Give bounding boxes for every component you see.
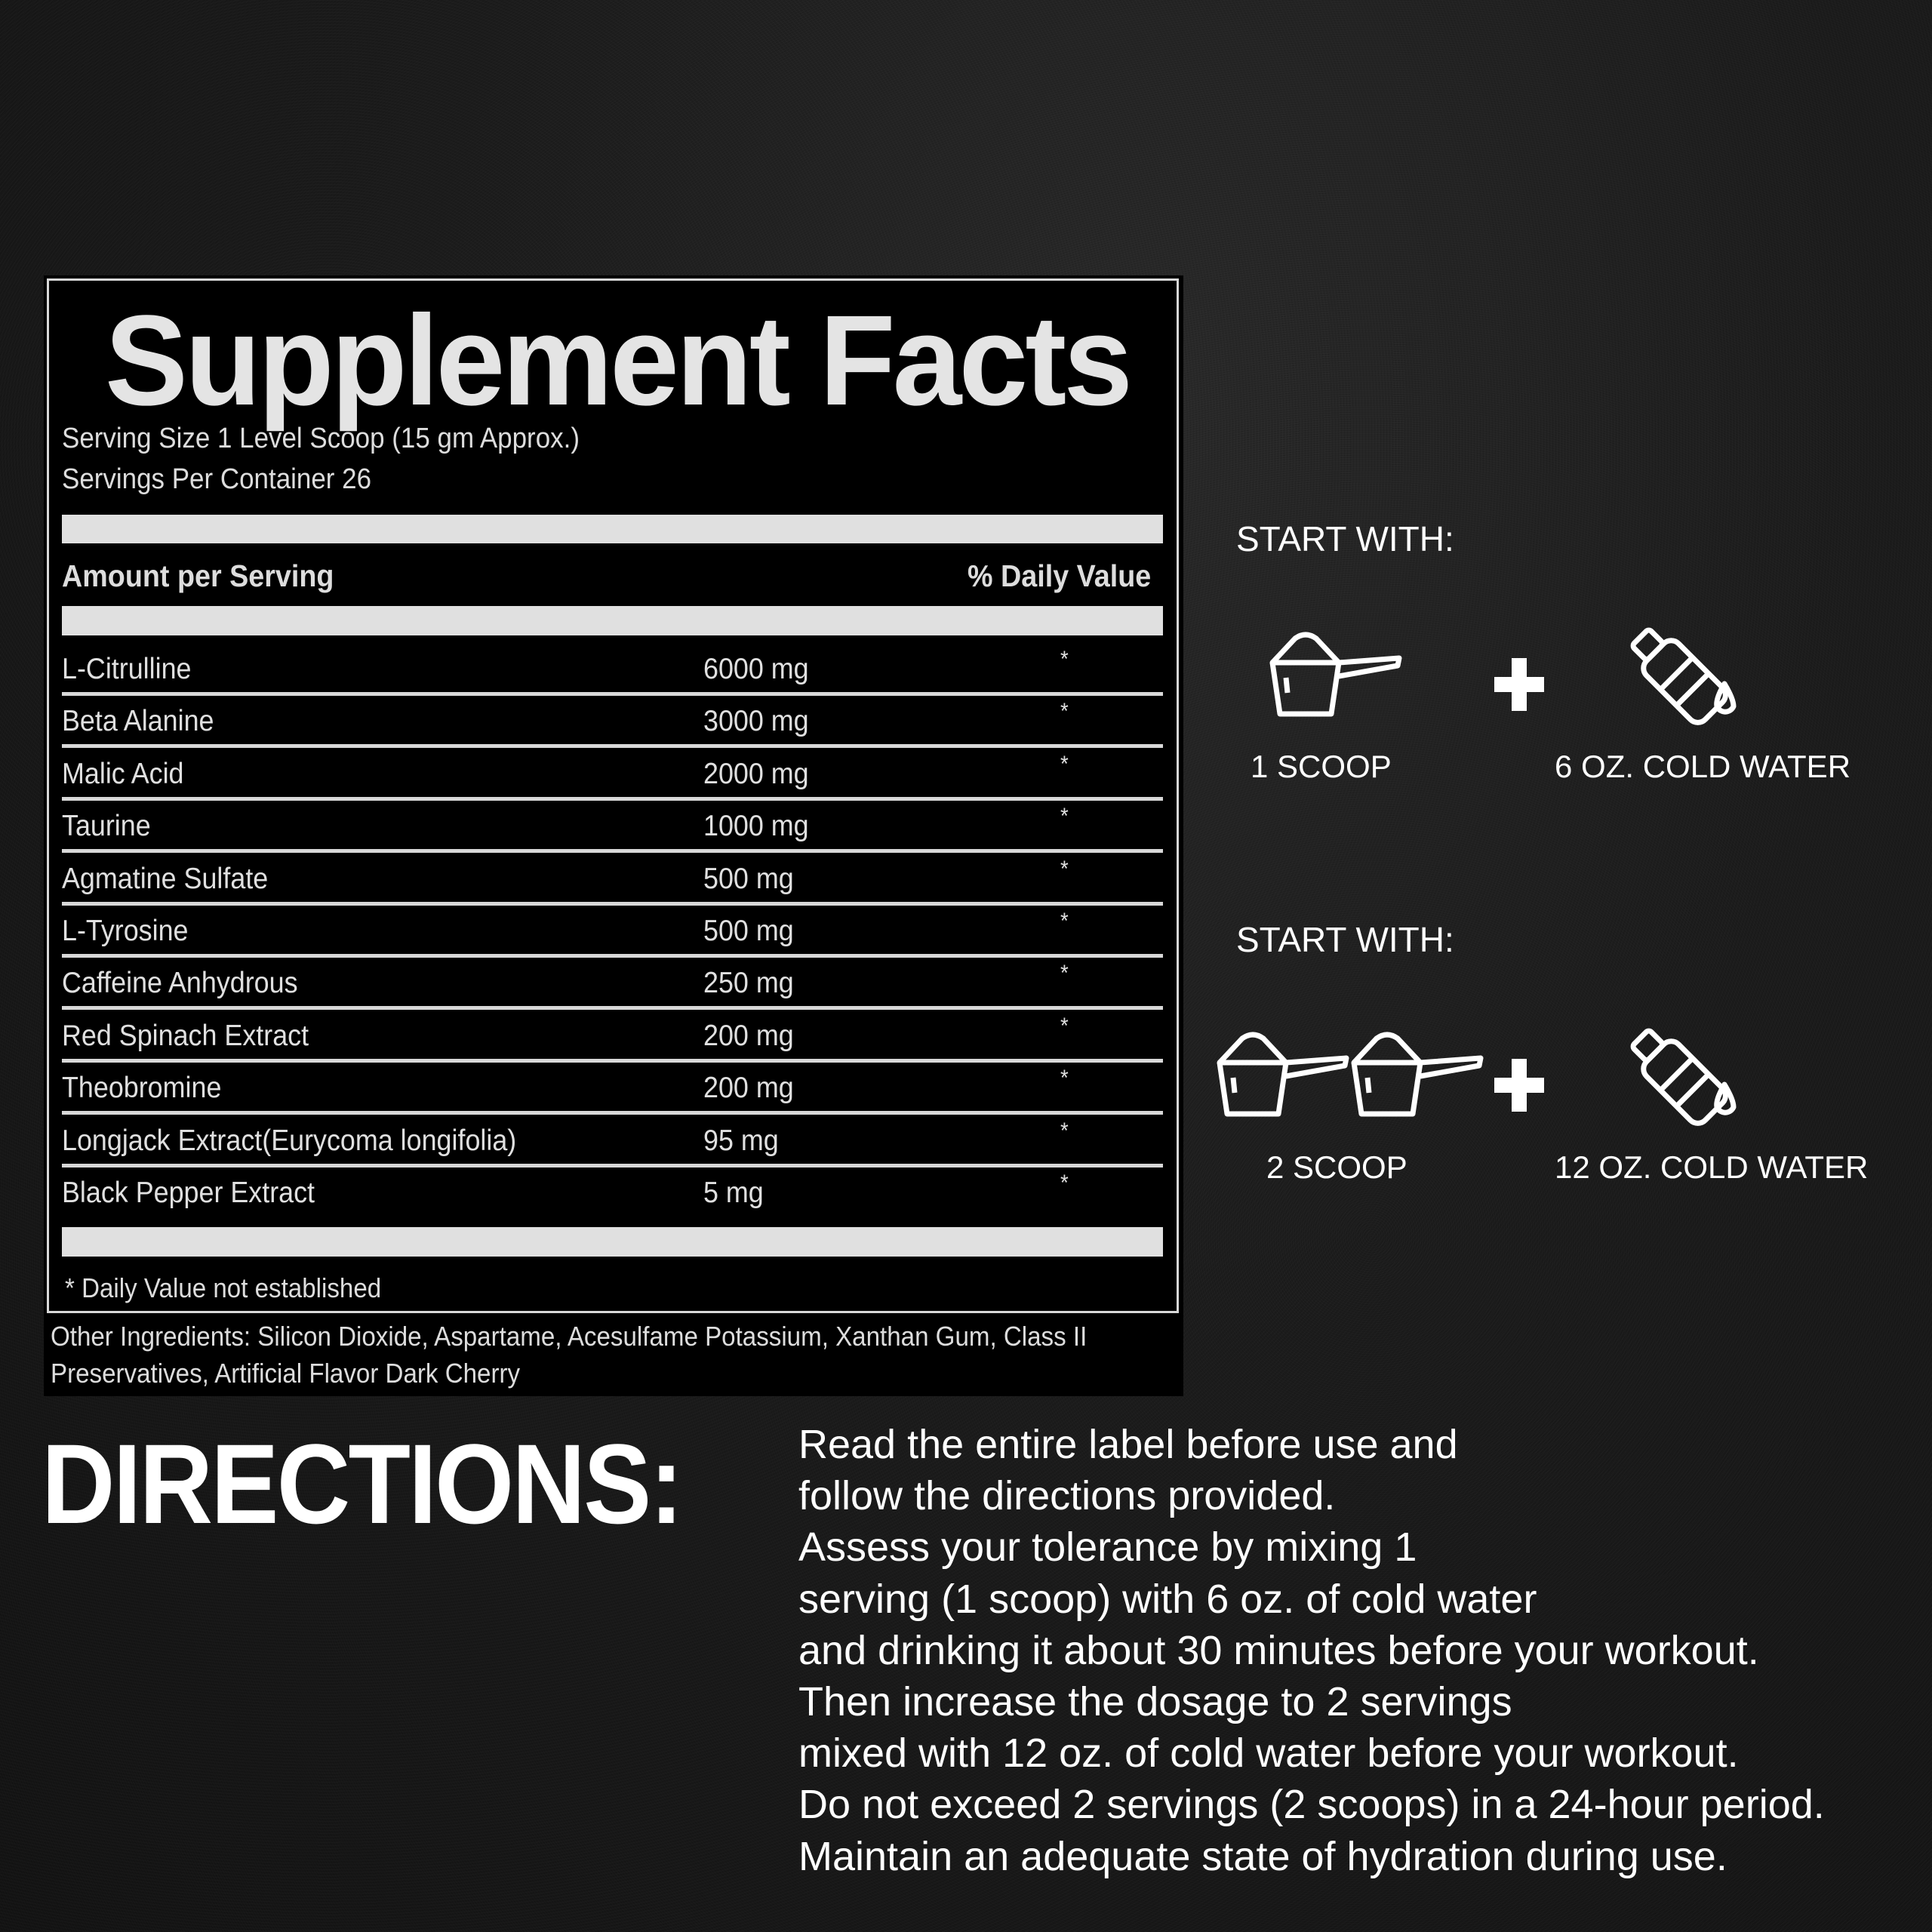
row-divider <box>62 1058 1163 1063</box>
ingredient-row: Black Pepper Extract 5 mg * <box>62 1168 1163 1220</box>
ingredient-daily-value: * <box>1060 909 1069 934</box>
scoop-icon <box>1269 632 1402 717</box>
step-2-scoop-label: 2 SCOOP <box>1266 1149 1407 1185</box>
ingredient-amount: 200 mg <box>703 1072 794 1105</box>
water-bottle-icon <box>1630 627 1737 725</box>
ingredient-row: Agmatine Sulfate 500 mg * <box>62 854 1163 906</box>
ingredient-daily-value: * <box>1060 804 1069 829</box>
ingredient-amount: 500 mg <box>703 915 794 947</box>
step-1-scoop-label: 1 SCOOP <box>1251 749 1392 784</box>
ingredient-name: Beta Alanine <box>62 705 214 738</box>
directions-line: mixed with 12 oz. of cold water before y… <box>798 1730 1739 1777</box>
ingredient-amount: 95 mg <box>703 1124 779 1157</box>
ingredient-amount: 250 mg <box>703 967 794 1000</box>
ingredient-name: Red Spinach Extract <box>62 1019 309 1052</box>
row-divider <box>62 692 1163 696</box>
amount-per-serving-header: Amount per Serving <box>62 558 334 593</box>
ingredient-name: Theobromine <box>62 1072 222 1105</box>
directions-line: Do not exceed 2 servings (2 scoops) in a… <box>798 1782 1825 1828</box>
row-divider <box>62 1163 1163 1168</box>
ingredient-amount: 3000 mg <box>703 705 809 738</box>
ingredient-name: Agmatine Sulfate <box>62 862 269 895</box>
directions-line: and drinking it about 30 minutes before … <box>798 1627 1759 1673</box>
plus-icon <box>1494 658 1544 711</box>
ingredient-daily-value: * <box>1060 1118 1069 1143</box>
footnote: * Daily Value not established <box>65 1272 382 1303</box>
ingredient-amount: 200 mg <box>703 1019 794 1052</box>
row-divider <box>62 849 1163 854</box>
row-divider <box>62 1111 1163 1115</box>
ingredient-daily-value: * <box>1060 1171 1069 1195</box>
row-divider <box>62 1006 1163 1011</box>
directions-line: follow the directions provided. <box>798 1473 1336 1519</box>
divider-bar <box>62 606 1163 635</box>
ingredient-daily-value: * <box>1060 647 1069 672</box>
ingredient-row: Longjack Extract(Eurycoma longifolia) 95… <box>62 1115 1163 1168</box>
divider-bar <box>62 515 1163 543</box>
directions-line: Maintain an adequate state of hydration … <box>798 1833 1727 1879</box>
directions-text: Read the entire label before use and fol… <box>798 1419 1825 1882</box>
ingredient-row: Taurine 1000 mg * <box>62 801 1163 854</box>
supplement-facts-panel <box>47 278 1179 1313</box>
ingredient-daily-value: * <box>1060 699 1069 724</box>
scoop-icon <box>1351 1032 1484 1117</box>
row-divider <box>62 954 1163 958</box>
directions-line: Then increase the dosage to 2 servings <box>798 1679 1512 1725</box>
step-1-heading: START WITH: <box>1236 519 1454 558</box>
ingredient-daily-value: * <box>1060 1066 1069 1091</box>
ingredient-daily-value: * <box>1060 1013 1069 1038</box>
ingredient-row: Caffeine Anhydrous 250 mg * <box>62 958 1163 1011</box>
step-2-water-label: 12 OZ. COLD WATER <box>1555 1149 1869 1185</box>
ingredient-amount: 500 mg <box>703 862 794 895</box>
ingredient-amount: 5 mg <box>703 1177 764 1209</box>
ingredient-name: Black Pepper Extract <box>62 1177 315 1209</box>
ingredient-row: Beta Alanine 3000 mg * <box>62 696 1163 749</box>
row-divider <box>62 901 1163 906</box>
directions-title: DIRECTIONS: <box>42 1420 683 1547</box>
divider-bar <box>62 1227 1163 1257</box>
directions-line: Read the entire label before use and <box>798 1422 1458 1467</box>
servings-per-container: Servings Per Container 26 <box>62 463 372 495</box>
ingredient-row: Malic Acid 2000 mg * <box>62 749 1163 801</box>
ingredient-row: L-Tyrosine 500 mg * <box>62 906 1163 958</box>
facts-title: Supplement Facts <box>105 289 1133 432</box>
directions-line: serving (1 scoop) with 6 oz. of cold wat… <box>798 1576 1537 1622</box>
ingredient-amount: 2000 mg <box>703 757 809 790</box>
other-ingredients-line-2: Preservatives, Artificial Flavor Dark Ch… <box>51 1358 521 1389</box>
row-divider <box>62 796 1163 801</box>
ingredient-row: Theobromine 200 mg * <box>62 1063 1163 1115</box>
ingredient-name: Taurine <box>62 810 151 843</box>
step-2-heading: START WITH: <box>1236 920 1454 959</box>
plus-icon <box>1494 1059 1544 1112</box>
water-bottle-icon <box>1630 1028 1737 1126</box>
other-ingredients-line-1: Other Ingredients: Silicon Dioxide, Aspa… <box>51 1321 1088 1352</box>
ingredient-name: L-Citrulline <box>62 653 192 685</box>
ingredient-row: Red Spinach Extract 200 mg * <box>62 1011 1163 1063</box>
ingredient-row: L-Citrulline 6000 mg * <box>62 644 1163 696</box>
ingredient-name: L-Tyrosine <box>62 915 189 947</box>
ingredient-amount: 1000 mg <box>703 810 809 843</box>
row-divider <box>62 744 1163 749</box>
ingredient-name: Caffeine Anhydrous <box>62 967 298 1000</box>
ingredient-name: Malic Acid <box>62 757 184 790</box>
ingredient-daily-value: * <box>1060 961 1069 986</box>
ingredient-name: Longjack Extract(Eurycoma longifolia) <box>62 1124 517 1157</box>
ingredient-daily-value: * <box>1060 856 1069 881</box>
ingredient-daily-value: * <box>1060 751 1069 777</box>
daily-value-header: % Daily Value <box>968 558 1152 593</box>
step-1-water-label: 6 OZ. COLD WATER <box>1555 749 1851 784</box>
directions-line: Assess your tolerance by mixing 1 <box>798 1524 1417 1571</box>
serving-size: Serving Size 1 Level Scoop (15 gm Approx… <box>62 423 580 454</box>
scoop-icon <box>1217 1032 1349 1117</box>
ingredient-amount: 6000 mg <box>703 653 809 685</box>
